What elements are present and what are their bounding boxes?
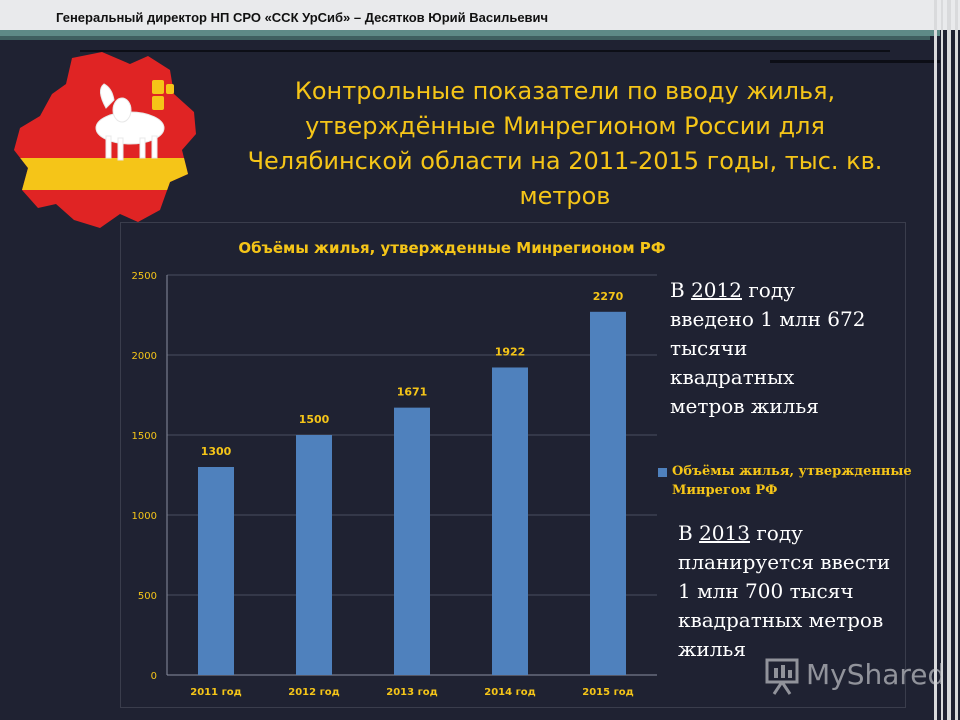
header-bar: Генеральный директор НП СРО «ССК УрСиб» … [0, 0, 960, 30]
bar [492, 367, 528, 675]
watermark: MyShared [764, 656, 945, 696]
note-2013: В 2013 году планируется ввести 1 млн 700… [678, 519, 898, 664]
data-label: 1500 [299, 413, 330, 426]
note-2013-year: 2013 [699, 521, 750, 545]
divider-line [80, 50, 890, 52]
chelyabinsk-region-coat-of-arms-icon [14, 52, 196, 228]
chart-panel: Объёмы жилья, утвержденные Минрегионом Р… [120, 222, 906, 708]
data-label: 1300 [201, 445, 232, 458]
chart-title: Объёмы жилья, утвержденные Минрегионом Р… [238, 239, 665, 257]
presentation-board-icon [765, 658, 799, 695]
header-stripe [0, 30, 940, 36]
watermark-text: MyShared [806, 658, 946, 691]
legend-swatch [658, 468, 667, 477]
side-stripes [932, 0, 960, 720]
y-tick-label: 0 [151, 671, 157, 682]
legend-label: Объёмы жилья, утвержденные Минрегом РФ [672, 464, 912, 498]
data-label: 1671 [397, 386, 428, 399]
bar-chart: Объёмы жилья, утвержденные Минрегионом Р… [132, 239, 666, 698]
header-stripe-dark [0, 36, 930, 40]
x-tick-label: 2012 год [288, 687, 339, 698]
y-tick-label: 2500 [132, 271, 157, 282]
y-tick-label: 1500 [132, 431, 157, 442]
note-2012-year: 2012 [691, 278, 742, 302]
y-tick-label: 1000 [132, 511, 157, 522]
header-text: Генеральный директор НП СРО «ССК УрСиб» … [56, 10, 549, 25]
divider-line-short [770, 60, 940, 63]
note-2012: В 2012 году введено 1 млн 672 тысячи ква… [670, 276, 870, 421]
note-2012-after: году введено 1 млн 672 тысячи квадратных… [670, 278, 866, 418]
bar [198, 467, 234, 675]
x-tick-label: 2011 год [190, 687, 241, 698]
slide-title: Контрольные показатели по вводу жилья, у… [247, 77, 883, 210]
data-label: 1922 [495, 345, 526, 358]
note-2013-before: В [678, 521, 700, 545]
x-tick-label: 2014 год [484, 687, 535, 698]
bar [394, 407, 430, 675]
bar [296, 435, 332, 675]
x-tick-label: 2015 год [582, 687, 633, 698]
bar [590, 311, 626, 675]
x-tick-label: 2013 год [386, 687, 437, 698]
note-2013-after: году планируется ввести 1 млн 700 тысяч … [678, 521, 891, 661]
note-2012-before: В [670, 278, 692, 302]
y-tick-label: 2000 [132, 351, 157, 362]
y-tick-label: 500 [138, 591, 157, 602]
data-label: 2270 [593, 290, 624, 303]
